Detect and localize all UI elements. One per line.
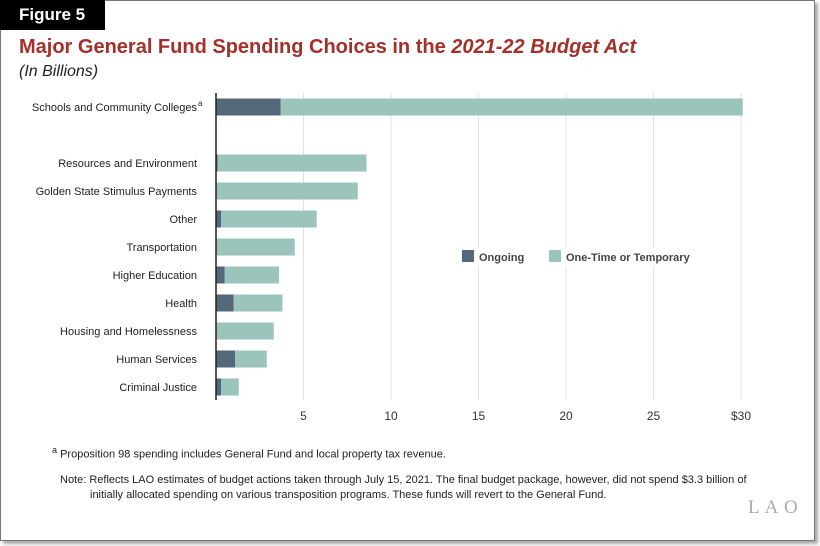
bar-one-time bbox=[221, 210, 317, 228]
bar-ongoing bbox=[216, 350, 236, 368]
category-label: Human Services bbox=[116, 354, 197, 366]
bar-one-time bbox=[216, 238, 295, 256]
category-label: Higher Education bbox=[113, 270, 197, 282]
x-tick-label: $30 bbox=[731, 409, 751, 423]
footnote-marker: a bbox=[52, 445, 58, 455]
bar-one-time bbox=[217, 154, 367, 172]
category-label: Golden State Stimulus Payments bbox=[36, 186, 198, 198]
x-tick-label: 25 bbox=[647, 409, 661, 423]
bar-one-time bbox=[224, 266, 279, 284]
category-label: Resources and Environment bbox=[58, 158, 197, 170]
chart-subtitle: (In Billions) bbox=[19, 63, 99, 80]
footnote: a Proposition 98 spending includes Gener… bbox=[52, 443, 446, 463]
category-label: Health bbox=[165, 298, 197, 310]
category-superscript: a bbox=[198, 99, 203, 108]
x-tick-label: 15 bbox=[472, 409, 486, 423]
legend-label: One-Time or Temporary bbox=[566, 252, 691, 264]
bar-ongoing bbox=[216, 294, 234, 312]
footnote-text: Proposition 98 spending includes General… bbox=[60, 448, 446, 461]
title-italic: 2021-22 Budget Act bbox=[451, 36, 637, 58]
category-label: Schools and Community Colleges bbox=[32, 102, 198, 114]
bar-ongoing bbox=[216, 266, 225, 284]
category-label: Transportation bbox=[126, 242, 197, 254]
figure-label: Figure 5 bbox=[0, 0, 105, 30]
bar-ongoing bbox=[216, 378, 222, 396]
bar-one-time bbox=[221, 378, 239, 396]
bar-one-time bbox=[235, 350, 267, 368]
legend-swatch bbox=[462, 250, 474, 262]
x-tick-label: 20 bbox=[559, 409, 573, 423]
category-label: Other bbox=[169, 214, 197, 226]
x-tick-label: 10 bbox=[384, 409, 398, 423]
title-prefix: Major General Fund Spending Choices in t… bbox=[19, 36, 452, 58]
legend-label: Ongoing bbox=[479, 252, 524, 264]
bar-one-time bbox=[233, 294, 283, 312]
legend-background bbox=[455, 248, 715, 266]
bar-ongoing bbox=[216, 98, 281, 116]
note: Note: Reflects LAO estimates of budget a… bbox=[60, 473, 747, 503]
bar-one-time bbox=[216, 322, 274, 340]
note-line-1: Note: Reflects LAO estimates of budget a… bbox=[60, 474, 747, 486]
category-label: Criminal Justice bbox=[119, 382, 197, 394]
lao-logo: L A O bbox=[748, 497, 799, 518]
bar-one-time bbox=[280, 98, 743, 116]
x-tick-label: 5 bbox=[300, 409, 307, 423]
chart-title: Major General Fund Spending Choices in t… bbox=[19, 36, 636, 59]
legend-swatch bbox=[549, 250, 561, 262]
category-label: Housing and Homelessness bbox=[60, 326, 197, 338]
note-line-2: initially allocated spending on various … bbox=[90, 489, 607, 501]
bar-ongoing bbox=[216, 210, 222, 228]
bar-ongoing bbox=[216, 154, 218, 172]
bar-one-time bbox=[216, 182, 358, 200]
